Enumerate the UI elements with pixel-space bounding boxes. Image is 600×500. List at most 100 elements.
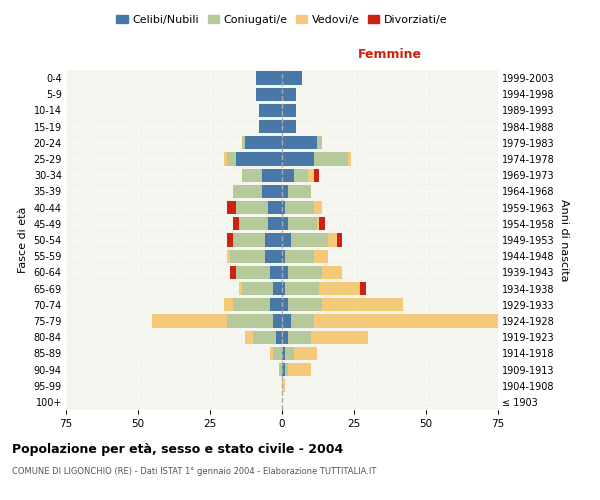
Bar	[314, 250, 328, 263]
Bar	[282, 234, 290, 246]
Bar	[282, 168, 293, 182]
Bar	[282, 298, 288, 312]
Bar	[317, 217, 319, 230]
Bar	[282, 346, 285, 360]
Bar	[268, 201, 282, 214]
Bar	[311, 330, 368, 344]
Bar	[360, 282, 365, 295]
Bar	[293, 346, 317, 360]
Bar	[348, 152, 351, 166]
Bar	[224, 152, 227, 166]
Bar	[262, 185, 282, 198]
Bar	[285, 363, 288, 376]
Bar	[317, 136, 322, 149]
Bar	[239, 282, 242, 295]
Bar	[314, 201, 322, 214]
Y-axis label: Fasce di età: Fasce di età	[18, 207, 28, 273]
Bar	[227, 201, 236, 214]
Bar	[233, 217, 239, 230]
Bar	[279, 363, 282, 376]
Bar	[242, 282, 274, 295]
Bar	[282, 330, 288, 344]
Bar	[259, 104, 282, 117]
Bar	[253, 330, 276, 344]
Bar	[274, 314, 282, 328]
Bar	[314, 152, 348, 166]
Bar	[233, 185, 262, 198]
Bar	[230, 266, 236, 279]
Bar	[224, 298, 233, 312]
Bar	[268, 217, 282, 230]
Bar	[337, 234, 343, 246]
Bar	[290, 234, 328, 246]
Bar	[227, 234, 233, 246]
Bar	[233, 298, 271, 312]
Bar	[282, 217, 288, 230]
Bar	[308, 168, 314, 182]
Bar	[288, 363, 311, 376]
Bar	[288, 185, 311, 198]
Bar	[265, 234, 282, 246]
Y-axis label: Anni di nascita: Anni di nascita	[559, 198, 569, 281]
Bar	[256, 72, 282, 85]
Bar	[282, 282, 285, 295]
Bar	[288, 266, 322, 279]
Bar	[239, 217, 268, 230]
Bar	[282, 201, 285, 214]
Bar	[233, 234, 265, 246]
Bar	[242, 168, 262, 182]
Bar	[282, 250, 285, 263]
Bar	[262, 168, 282, 182]
Bar	[285, 346, 293, 360]
Bar	[285, 201, 314, 214]
Bar	[319, 282, 360, 295]
Bar	[282, 136, 317, 149]
Bar	[322, 266, 343, 279]
Bar	[242, 136, 245, 149]
Bar	[227, 314, 274, 328]
Bar	[282, 72, 302, 85]
Bar	[152, 314, 227, 328]
Bar	[282, 314, 290, 328]
Bar	[274, 346, 282, 360]
Bar	[236, 152, 282, 166]
Text: Popolazione per età, sesso e stato civile - 2004: Popolazione per età, sesso e stato civil…	[12, 442, 343, 456]
Bar	[314, 168, 319, 182]
Bar	[276, 330, 282, 344]
Bar	[271, 266, 282, 279]
Bar	[245, 330, 253, 344]
Bar	[282, 185, 288, 198]
Bar	[236, 201, 268, 214]
Bar	[282, 266, 288, 279]
Legend: Celibi/Nubili, Coniugati/e, Vedovi/e, Divorziati/e: Celibi/Nubili, Coniugati/e, Vedovi/e, Di…	[112, 10, 452, 29]
Bar	[271, 298, 282, 312]
Bar	[285, 282, 319, 295]
Bar	[322, 298, 403, 312]
Bar	[282, 379, 285, 392]
Bar	[282, 88, 296, 101]
Bar	[288, 298, 322, 312]
Bar	[319, 217, 325, 230]
Text: COMUNE DI LIGONCHIO (RE) - Dati ISTAT 1° gennaio 2004 - Elaborazione TUTTITALIA.: COMUNE DI LIGONCHIO (RE) - Dati ISTAT 1°…	[12, 468, 376, 476]
Bar	[282, 363, 285, 376]
Bar	[259, 120, 282, 134]
Bar	[314, 314, 498, 328]
Bar	[271, 346, 274, 360]
Bar	[290, 314, 314, 328]
Bar	[245, 136, 282, 149]
Bar	[230, 250, 265, 263]
Bar	[288, 330, 311, 344]
Bar	[282, 104, 296, 117]
Bar	[328, 234, 337, 246]
Bar	[293, 168, 308, 182]
Bar	[282, 152, 314, 166]
Text: Femmine: Femmine	[358, 48, 422, 62]
Bar	[282, 120, 296, 134]
Bar	[274, 282, 282, 295]
Bar	[285, 250, 314, 263]
Bar	[236, 266, 271, 279]
Bar	[227, 250, 230, 263]
Bar	[256, 88, 282, 101]
Bar	[265, 250, 282, 263]
Bar	[227, 152, 236, 166]
